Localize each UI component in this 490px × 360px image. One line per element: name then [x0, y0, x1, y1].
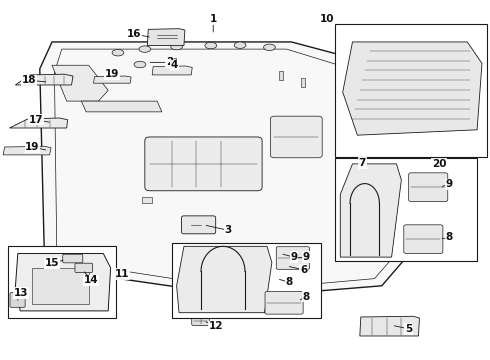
- Text: 18: 18: [22, 75, 36, 85]
- Text: 1: 1: [210, 14, 217, 24]
- FancyBboxPatch shape: [145, 137, 262, 191]
- FancyBboxPatch shape: [404, 225, 443, 253]
- Text: 20: 20: [432, 159, 447, 169]
- FancyBboxPatch shape: [63, 254, 83, 263]
- Text: 16: 16: [126, 29, 141, 39]
- FancyBboxPatch shape: [270, 116, 322, 158]
- Bar: [335, 158, 477, 261]
- Text: 8: 8: [302, 292, 310, 302]
- Text: 8: 8: [285, 277, 293, 287]
- Text: 10: 10: [320, 14, 334, 24]
- Polygon shape: [15, 253, 111, 311]
- Bar: [8, 246, 116, 318]
- Bar: [172, 243, 321, 318]
- FancyBboxPatch shape: [409, 173, 448, 202]
- Text: 13: 13: [14, 288, 28, 298]
- Text: 9: 9: [290, 252, 297, 262]
- Ellipse shape: [370, 28, 383, 35]
- Ellipse shape: [139, 46, 151, 52]
- Polygon shape: [81, 101, 162, 112]
- Polygon shape: [152, 66, 192, 75]
- Polygon shape: [94, 76, 131, 83]
- Text: 8: 8: [445, 232, 453, 242]
- Text: 4: 4: [171, 60, 178, 70]
- Text: 19: 19: [105, 69, 119, 79]
- Ellipse shape: [134, 61, 146, 68]
- FancyBboxPatch shape: [192, 313, 209, 325]
- FancyBboxPatch shape: [276, 247, 310, 269]
- Polygon shape: [40, 42, 411, 293]
- Ellipse shape: [449, 28, 462, 35]
- FancyBboxPatch shape: [75, 263, 93, 273]
- Bar: [301, 78, 305, 87]
- Text: 19: 19: [25, 142, 40, 152]
- FancyBboxPatch shape: [416, 158, 446, 176]
- Bar: [279, 71, 283, 80]
- Text: 14: 14: [84, 275, 98, 285]
- Ellipse shape: [171, 43, 182, 50]
- Polygon shape: [147, 29, 185, 45]
- Text: 7: 7: [359, 158, 366, 168]
- FancyBboxPatch shape: [265, 292, 303, 314]
- Polygon shape: [176, 246, 272, 313]
- Text: 6: 6: [300, 265, 307, 275]
- FancyBboxPatch shape: [181, 216, 216, 234]
- Text: 13: 13: [14, 288, 28, 298]
- Polygon shape: [3, 146, 51, 155]
- Text: 17: 17: [28, 115, 43, 125]
- Text: 9: 9: [446, 179, 453, 189]
- Text: 12: 12: [208, 321, 223, 331]
- Text: 9: 9: [302, 252, 310, 262]
- Text: 14: 14: [84, 275, 98, 285]
- Ellipse shape: [264, 44, 275, 50]
- Ellipse shape: [112, 49, 124, 56]
- Bar: [143, 197, 152, 203]
- Polygon shape: [343, 42, 482, 135]
- Polygon shape: [340, 164, 401, 257]
- Bar: [335, 24, 487, 157]
- Text: 15: 15: [45, 258, 59, 268]
- Text: 15: 15: [45, 258, 59, 268]
- Polygon shape: [15, 74, 73, 85]
- Text: 2: 2: [166, 57, 173, 67]
- Bar: [172, 58, 175, 67]
- Ellipse shape: [205, 42, 217, 49]
- Bar: [32, 268, 89, 304]
- FancyBboxPatch shape: [10, 293, 25, 307]
- Polygon shape: [360, 316, 419, 336]
- Text: 11: 11: [115, 269, 129, 279]
- Text: 5: 5: [405, 324, 412, 334]
- Text: 3: 3: [224, 225, 231, 235]
- Polygon shape: [52, 65, 108, 101]
- Ellipse shape: [234, 42, 246, 48]
- Polygon shape: [9, 118, 68, 128]
